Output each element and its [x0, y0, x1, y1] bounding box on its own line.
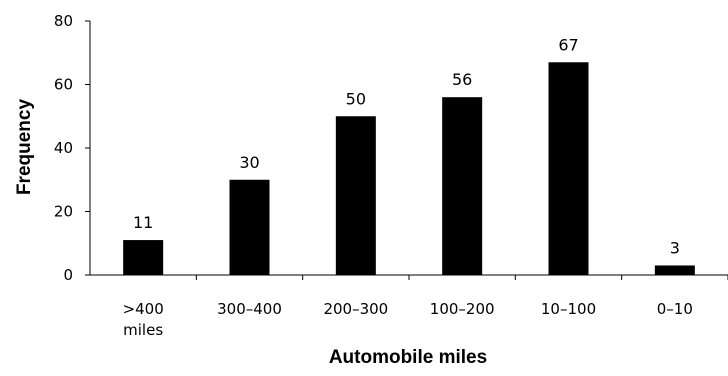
y-axis-title: Frequency	[14, 99, 35, 196]
data-label: 50	[346, 89, 366, 108]
y-tick-label: 40	[54, 139, 73, 157]
bar	[442, 97, 483, 275]
x-tick-label-line: 200–300	[323, 300, 388, 318]
bar	[654, 265, 695, 275]
bar	[335, 116, 376, 275]
x-tick-label-line: 0–10	[657, 300, 693, 318]
x-axis-title: Automobile miles	[329, 347, 487, 368]
data-label: 30	[239, 153, 259, 172]
data-label: 11	[133, 213, 153, 232]
bar	[548, 62, 589, 276]
data-labels: 11 30 50 56 67 3	[133, 35, 680, 257]
y-tick-label: 60	[54, 76, 73, 94]
x-tick-label-line: 10–100	[541, 300, 596, 318]
x-tick-label: 200–300	[323, 300, 388, 318]
bar	[123, 240, 164, 275]
x-tick-label: 100–200	[430, 300, 495, 318]
y-tick-label: 20	[54, 203, 73, 221]
y-axis-ticks: 0 20 40 60 80	[54, 12, 90, 284]
bar	[229, 179, 270, 275]
x-axis-ticks: >400 miles 300–400 200–300 100–200 10–100 0–10	[123, 275, 728, 339]
x-tick-label-line: 100–200	[430, 300, 495, 318]
x-tick-label-line: 300–400	[217, 300, 282, 318]
x-tick-label-line: miles	[123, 321, 163, 339]
y-tick-label: 0	[63, 266, 73, 284]
x-tick-label: 0–10	[657, 300, 693, 318]
data-label: 67	[558, 35, 578, 54]
x-tick-label: >400 miles	[123, 300, 164, 339]
y-tick-label: 80	[54, 12, 73, 30]
x-tick-label: 300–400	[217, 300, 282, 318]
bars	[123, 62, 695, 276]
axes	[89, 21, 728, 276]
x-tick-label-line: >400	[123, 300, 164, 318]
x-tick-label: 10–100	[541, 300, 596, 318]
data-label: 56	[452, 70, 472, 89]
data-label: 3	[670, 238, 680, 257]
